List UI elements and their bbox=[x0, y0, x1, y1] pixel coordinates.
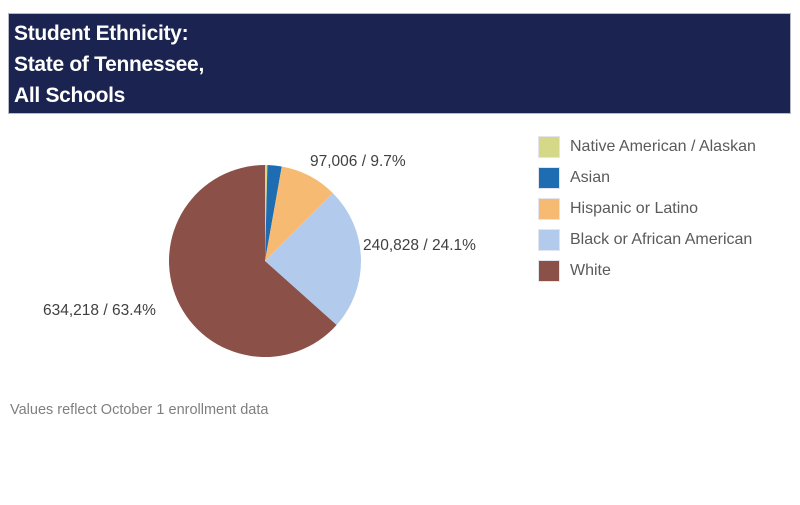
report-title-bar: Student Ethnicity: State of Tennessee, A… bbox=[8, 13, 791, 114]
page-title-line-3: All Schools bbox=[14, 84, 126, 107]
pie-chart bbox=[169, 165, 361, 357]
legend-label: Native American / Alaskan bbox=[570, 138, 756, 155]
legend-label: Black or African American bbox=[570, 231, 753, 248]
legend-label: Asian bbox=[570, 169, 611, 186]
slice-label-white: 634,218 / 63.4% bbox=[43, 302, 156, 319]
legend: Native American / Alaskan Asian Hispanic… bbox=[538, 136, 756, 291]
legend-item-hispanic[interactable]: Hispanic or Latino bbox=[538, 198, 756, 220]
page-title-line-2: State of Tennessee, bbox=[14, 53, 204, 76]
legend-label: Hispanic or Latino bbox=[570, 200, 699, 217]
legend-swatch-asian bbox=[538, 167, 560, 189]
legend-swatch-hispanic bbox=[538, 198, 560, 220]
legend-item-native-american[interactable]: Native American / Alaskan bbox=[538, 136, 756, 158]
legend-item-black[interactable]: Black or African American bbox=[538, 229, 756, 251]
legend-swatch-white bbox=[538, 260, 560, 282]
pie-slice-white[interactable] bbox=[169, 165, 337, 357]
slice-label-hispanic: 97,006 / 9.7% bbox=[310, 153, 406, 170]
pie-slice-hispanic-or-latino[interactable] bbox=[265, 166, 333, 261]
legend-swatch-native-american bbox=[538, 136, 560, 158]
page-title-line-1: Student Ethnicity: bbox=[14, 22, 189, 45]
footnote: Values reflect October 1 enrollment data bbox=[10, 402, 269, 418]
slice-label-black: 240,828 / 24.1% bbox=[363, 237, 476, 254]
pie-slice-black-or-african-american[interactable] bbox=[265, 193, 361, 325]
legend-label: White bbox=[570, 262, 611, 279]
legend-swatch-black bbox=[538, 229, 560, 251]
pie-slice-native-american-alaskan[interactable] bbox=[265, 165, 268, 261]
pie-slice-asian[interactable] bbox=[265, 165, 282, 261]
legend-item-asian[interactable]: Asian bbox=[538, 167, 756, 189]
legend-item-white[interactable]: White bbox=[538, 260, 756, 282]
